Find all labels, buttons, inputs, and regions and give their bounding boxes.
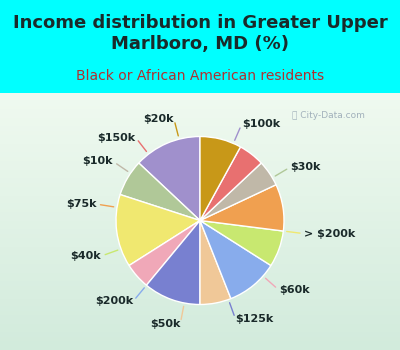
Wedge shape — [129, 220, 200, 285]
Text: $60k: $60k — [279, 285, 309, 295]
Text: $10k: $10k — [83, 156, 113, 167]
Wedge shape — [200, 163, 276, 220]
Wedge shape — [120, 163, 200, 220]
Text: $200k: $200k — [95, 296, 133, 306]
Text: $75k: $75k — [66, 199, 96, 209]
Text: Income distribution in Greater Upper
Marlboro, MD (%): Income distribution in Greater Upper Mar… — [13, 14, 387, 52]
Text: $40k: $40k — [70, 251, 101, 261]
Wedge shape — [200, 220, 231, 304]
Text: $125k: $125k — [236, 314, 274, 324]
Wedge shape — [200, 185, 284, 231]
Wedge shape — [200, 147, 261, 220]
Text: $30k: $30k — [290, 162, 321, 172]
Wedge shape — [200, 136, 240, 220]
Wedge shape — [116, 195, 200, 266]
Text: $150k: $150k — [98, 133, 136, 142]
Text: $100k: $100k — [242, 119, 280, 129]
Text: $50k: $50k — [150, 318, 180, 329]
Text: > $200k: > $200k — [304, 229, 356, 239]
Wedge shape — [139, 136, 200, 220]
Wedge shape — [200, 220, 283, 266]
Text: ⓘ City-Data.com: ⓘ City-Data.com — [292, 111, 365, 120]
Text: $20k: $20k — [143, 114, 174, 124]
Wedge shape — [200, 220, 271, 299]
Wedge shape — [146, 220, 200, 304]
Text: Black or African American residents: Black or African American residents — [76, 69, 324, 83]
